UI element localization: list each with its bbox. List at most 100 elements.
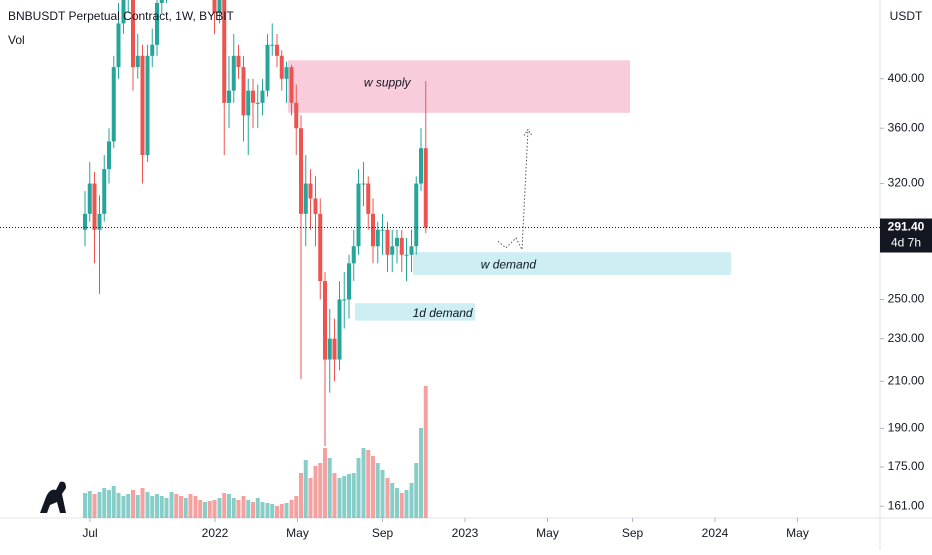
- candle-body: [409, 246, 414, 255]
- volume-bar: [284, 503, 289, 518]
- x-tick-label: Sep: [622, 526, 644, 540]
- volume-bar: [140, 488, 145, 518]
- candle-body: [289, 67, 294, 103]
- x-tick-label: May: [536, 526, 559, 540]
- volume-bar: [236, 500, 241, 518]
- candle-body: [150, 44, 155, 56]
- y-tick-label: 190.00: [888, 421, 925, 435]
- candle-body: [159, 0, 164, 3]
- volume-bar: [366, 450, 371, 518]
- volume-bar: [361, 448, 366, 518]
- volume-bar: [327, 458, 332, 518]
- volume-bar: [303, 460, 308, 518]
- volume-bar: [198, 500, 203, 518]
- last-price-tag: [880, 218, 932, 253]
- chart-title: BNBUSDT Perpetual Contract, 1W, BYBIT: [8, 9, 235, 23]
- volume-bar: [404, 490, 409, 518]
- candle-body: [131, 0, 135, 68]
- candle-body: [111, 67, 116, 142]
- y-tick-label: 320.00: [888, 176, 925, 190]
- countdown-label: 4d 7h: [891, 236, 921, 250]
- volume-bar: [395, 488, 399, 518]
- volume-bar: [337, 478, 342, 518]
- volume-bar: [375, 463, 380, 518]
- volume-bar: [279, 504, 284, 518]
- zone-label: 1d demand: [413, 306, 473, 320]
- volume-bar: [260, 502, 265, 518]
- volume-bar: [380, 470, 385, 518]
- zone: [413, 252, 731, 275]
- y-axis-label: USDT: [890, 9, 923, 23]
- candle-body: [255, 102, 260, 104]
- last-price-label: 291.40: [888, 220, 925, 234]
- volume-label: Vol: [8, 33, 25, 47]
- candle-body: [294, 102, 299, 129]
- candle-body: [222, 0, 227, 103]
- overlays: w supply w demand 1d demand: [0, 76, 880, 320]
- volume-bar: [231, 498, 236, 518]
- volume-bar: [183, 498, 188, 518]
- volume-bar: [207, 501, 212, 518]
- candle-body: [236, 55, 241, 68]
- volume-bar: [159, 496, 164, 518]
- candle-body: [231, 55, 236, 91]
- x-tick-label: May: [786, 526, 809, 540]
- volume-bar: [87, 491, 92, 518]
- candle-body: [97, 213, 102, 230]
- candle-body: [356, 183, 361, 247]
- volume-bar: [423, 386, 428, 518]
- volume-bar: [356, 458, 361, 518]
- volume-bar: [299, 473, 303, 518]
- candle-body: [116, 23, 121, 68]
- volume-bar: [419, 428, 423, 518]
- volume-bar: [227, 494, 231, 518]
- x-tick-label: 2023: [452, 526, 479, 540]
- zone: [355, 303, 475, 321]
- candle-body: [270, 44, 275, 46]
- candle-body: [87, 183, 92, 214]
- volume-bar: [179, 496, 183, 518]
- volume-bar: [212, 500, 217, 518]
- volume-bar: [121, 496, 126, 518]
- candle-body: [327, 338, 332, 360]
- candle-body: [83, 213, 87, 230]
- volume-bar: [83, 493, 87, 518]
- volume-bar: [409, 483, 414, 518]
- volume-bar: [347, 474, 351, 518]
- candle-body: [299, 128, 303, 214]
- candle-body: [371, 213, 375, 247]
- volume-bar: [188, 494, 193, 518]
- candle-body: [121, 0, 126, 24]
- x-tick-label: 2024: [702, 526, 729, 540]
- volume-bar: [275, 506, 279, 518]
- candle-body: [155, 2, 159, 45]
- zones: [288, 60, 731, 321]
- candle-body: [92, 183, 97, 230]
- volume-bar: [332, 473, 337, 518]
- volume-bar: [270, 504, 275, 518]
- candle-body: [337, 299, 342, 360]
- volume-bar: [97, 492, 102, 518]
- candle-body: [347, 263, 351, 300]
- x-tick-label: Jul: [82, 526, 97, 540]
- candle-body: [419, 148, 423, 184]
- volume-bar: [308, 478, 313, 518]
- volume-bar: [107, 490, 111, 518]
- candle-body: [361, 183, 366, 185]
- candle-body: [279, 55, 284, 79]
- candle-body: [140, 55, 145, 156]
- volume-bar: [150, 496, 155, 518]
- volume-bar: [342, 476, 347, 518]
- candle-body: [395, 237, 399, 247]
- y-tick-label: 175.00: [888, 459, 925, 473]
- candle-body: [380, 229, 385, 231]
- volume-bar: [294, 496, 299, 518]
- volume-bar: [251, 502, 255, 518]
- volume-bar: [174, 494, 179, 518]
- volume-bar: [102, 488, 107, 518]
- volume-bar: [313, 466, 318, 518]
- candle-body: [342, 299, 347, 301]
- candle-body: [102, 169, 107, 214]
- volume-bar: [116, 493, 121, 518]
